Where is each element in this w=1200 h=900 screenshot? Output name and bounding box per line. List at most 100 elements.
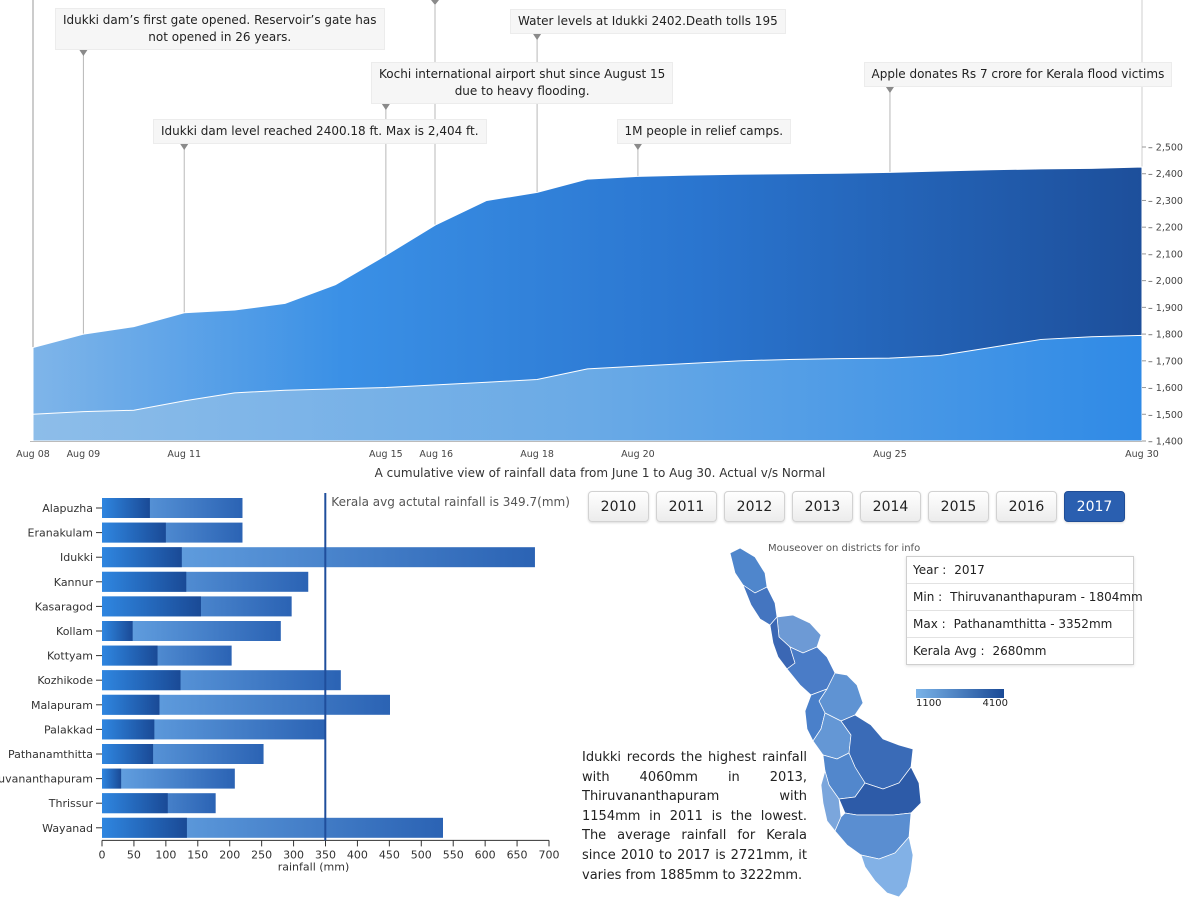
annotation-line-1: Idukki dam level reached 2400.18 ft. Max…: [161, 124, 479, 138]
x-tick-label: 500: [411, 848, 432, 861]
bar-wayanad-total[interactable]: [102, 817, 443, 838]
map-color-legend: 1100 4100: [916, 689, 1008, 709]
category-label: ruvananthapuram: [0, 773, 93, 786]
bar-palakkad-total[interactable]: [102, 719, 326, 740]
category-label: Idukki: [60, 551, 93, 564]
category-label: Eranakulam: [28, 527, 93, 540]
bar-kollam-total[interactable]: [102, 621, 281, 641]
category-label: Palakkad: [44, 723, 93, 736]
x-tick-label: Aug 09: [67, 449, 101, 460]
category-label: Malapuram: [31, 699, 93, 712]
chart-caption: A cumulative view of rainfall data from …: [374, 466, 826, 480]
annotation-line-2: not opened in 26 years.: [148, 30, 292, 44]
year-button-2016[interactable]: 2016: [996, 491, 1057, 522]
district-rainfall-bar-chart: Alapuzha Eranakulam Idukki Kannur Kasaragod K…: [0, 493, 570, 873]
x-tick-label: 550: [443, 848, 464, 861]
bar-palakkad-segment[interactable]: [102, 719, 155, 740]
timeline-annotation: Apple donates Rs 7 crore for Kerala floo…: [863, 62, 1173, 87]
year-button-2011[interactable]: 2011: [656, 491, 717, 522]
bar-thrissur-segment[interactable]: [102, 793, 168, 814]
bar-kannur-segment[interactable]: [102, 571, 187, 592]
annotation-marker: [79, 50, 88, 56]
area-normal: [32, 334, 1143, 442]
annotation-marker: [633, 144, 642, 150]
category-label: Kozhikode: [37, 674, 93, 687]
info-row-min: Min : Thiruvananthapuram - 1804mm: [907, 584, 1143, 611]
bar-wayanad-segment[interactable]: [102, 817, 187, 838]
legend-max-label: 4100: [982, 698, 1008, 709]
y-tick-label: – 2,400: [1148, 169, 1183, 180]
year-selector: 2010 2011 2012 2013 2014 2015 2016 2017: [588, 491, 1125, 522]
info-row-year: Year : 2017: [907, 557, 1133, 584]
district-malapuram[interactable]: [786, 646, 836, 696]
district-thiruvananthapuram[interactable]: [860, 836, 914, 898]
year-button-2013[interactable]: 2013: [792, 491, 853, 522]
x-tick-label: 650: [507, 848, 528, 861]
annotation-line-1: Kochi international airport shut since A…: [379, 67, 666, 81]
max-value: Pathanamthitta - 3352mm: [953, 617, 1113, 631]
annotation-line-1: 1M people in relief camps.: [624, 124, 784, 138]
x-tick-label: Aug 25: [873, 449, 907, 460]
bar-kozhikode-segment[interactable]: [102, 670, 181, 691]
x-tick-label: Aug 20: [621, 449, 655, 460]
x-tick-label: 200: [219, 848, 240, 861]
bar-thiruvananthapuram-segment[interactable]: [102, 768, 122, 789]
bar-malapuram-segment[interactable]: [102, 694, 160, 715]
annotation-marker: [180, 144, 189, 150]
category-label: Pathanamthitta: [8, 748, 93, 761]
y-tick-label: – 1,700: [1148, 356, 1183, 367]
info-row-max: Max : Pathanamthitta - 3352mm: [907, 611, 1133, 638]
y-tick-label: – 2,000: [1148, 276, 1183, 287]
year-button-2017[interactable]: 2017: [1064, 491, 1125, 522]
district-kannur[interactable]: [742, 584, 778, 626]
year-button-2015[interactable]: 2015: [928, 491, 989, 522]
bar-idukki-total[interactable]: [102, 547, 535, 568]
bar-kasaragod-segment[interactable]: [102, 596, 201, 617]
bar-alapuzha-segment[interactable]: [102, 498, 150, 518]
category-label: Kottyam: [47, 650, 93, 663]
x-tick-label: 150: [187, 848, 208, 861]
x-tick-label: Aug 16: [419, 449, 453, 460]
info-row-avg: Kerala Avg : 2680mm: [907, 638, 1133, 664]
category-label: Kannur: [54, 576, 94, 589]
x-tick-label: 700: [539, 848, 560, 861]
year-button-2014[interactable]: 2014: [860, 491, 921, 522]
bar-thiruvananthapuram-total[interactable]: [102, 768, 235, 789]
timeline-annotation: Kochi international airport shut since A…: [371, 62, 674, 104]
y-tick-label: – 1,400: [1148, 437, 1183, 448]
bar-kottyam-segment[interactable]: [102, 645, 158, 666]
annotation-marker: [533, 34, 542, 40]
bar-idukki-segment[interactable]: [102, 547, 182, 568]
x-tick-label: 100: [155, 848, 176, 861]
y-tick-label: – 1,600: [1148, 383, 1183, 394]
map-hint: Mouseover on districts for info: [768, 543, 921, 554]
district-kasaragod[interactable]: [729, 547, 768, 594]
x-tick-label: 350: [315, 848, 336, 861]
annotation-line-2: due to heavy flooding.: [454, 84, 590, 98]
x-tick-label: Aug 11: [167, 449, 201, 460]
year-button-2012[interactable]: 2012: [724, 491, 785, 522]
min-value: Thiruvananthapuram - 1804mm: [950, 590, 1143, 604]
timeline-annotation: Idukki dam’s first gate opened. Reservoi…: [55, 8, 385, 50]
bar-pathanamthitta-segment[interactable]: [102, 744, 154, 764]
bar-malapuram-total[interactable]: [102, 694, 390, 715]
kerala-district-map[interactable]: [715, 545, 930, 900]
y-tick-label: – 1,500: [1148, 410, 1183, 421]
bar-eranakulam-segment[interactable]: [102, 522, 166, 543]
category-label: Thrissur: [48, 797, 94, 810]
min-label: Min :: [913, 590, 943, 604]
bar-kollam-segment[interactable]: [102, 621, 133, 641]
avg-value: 2680mm: [992, 644, 1047, 658]
x-tick-label: 300: [283, 848, 304, 861]
annotation-line-1: Idukki dam’s first gate opened. Reservoi…: [63, 13, 377, 27]
y-tick-label: – 1,900: [1148, 303, 1183, 314]
annotation-marker: [885, 87, 894, 93]
x-tick-label: 450: [379, 848, 400, 861]
category-label: Alapuzha: [42, 502, 93, 515]
year-button-2010[interactable]: 2010: [588, 491, 649, 522]
annotation-line-1: Apple donates Rs 7 crore for Kerala floo…: [871, 67, 1165, 81]
legend-gradient-bar: [916, 689, 1004, 698]
legend-min-label: 1100: [916, 698, 942, 709]
timeline-annotation: 1M people in relief camps.: [616, 119, 792, 144]
annotation-marker: [431, 0, 439, 5]
